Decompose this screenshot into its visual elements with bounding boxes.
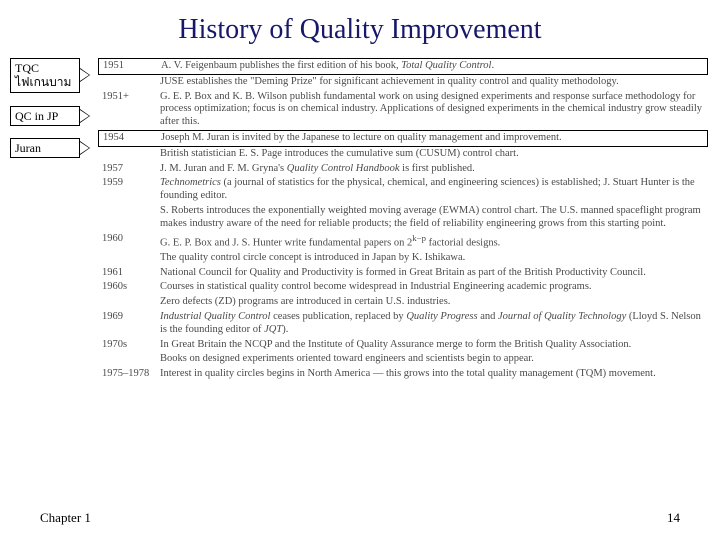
chronology-row: 1954Joseph M. Juran is invited by the Ja… [98, 130, 708, 147]
arrow-icon [80, 141, 90, 155]
chronology-desc: National Council for Quality and Product… [160, 267, 708, 280]
chronology-row: JUSE establishes the "Deming Prize" for … [98, 75, 708, 90]
chronology-year: 1961 [98, 267, 160, 278]
chronology-year: 1960s [98, 281, 160, 292]
callout-tqc-line1: TQC [15, 61, 39, 75]
chronology-desc: A. V. Feigenbaum publishes the first edi… [161, 60, 707, 73]
chronology-row: S. Roberts introduces the exponentially … [98, 204, 708, 232]
callout-juran-label: Juran [15, 141, 41, 155]
chronology-row: 1957J. M. Juran and F. M. Gryna's Qualit… [98, 162, 708, 177]
chronology-desc: In Great Britain the NCQP and the Instit… [160, 339, 708, 352]
chronology-desc: Interest in quality circles begins in No… [160, 368, 708, 381]
chronology-desc: G. E. P. Box and J. S. Hunter write fund… [160, 233, 708, 250]
chronology-year: 1954 [99, 132, 161, 143]
chronology-row: The quality control circle concept is in… [98, 251, 708, 266]
callout-qc-label: QC in JP [15, 109, 58, 123]
arrow-icon [80, 68, 90, 82]
chronology-row: 1969Industrial Quality Control ceases pu… [98, 310, 708, 338]
callout-tqc-line2: ไฟเกนบาม [15, 75, 71, 89]
chronology-year: 1960 [98, 233, 160, 244]
arrow-icon [80, 109, 90, 123]
chronology-row: Zero defects (ZD) programs are introduce… [98, 295, 708, 310]
footer-page-number: 14 [667, 510, 680, 526]
chronology-row: 1975–1978Interest in quality circles beg… [98, 367, 708, 382]
chronology-row: British statistician E. S. Page introduc… [98, 147, 708, 162]
chronology-row: 1960G. E. P. Box and J. S. Hunter write … [98, 232, 708, 251]
chronology-row: Books on designed experiments oriented t… [98, 352, 708, 367]
callout-qc-jp: QC in JP [10, 106, 80, 126]
chronology-row: 1961National Council for Quality and Pro… [98, 266, 708, 281]
chronology-desc: Books on designed experiments oriented t… [160, 353, 708, 366]
chronology-year: 1970s [98, 339, 160, 350]
chronology-year: 1959 [98, 177, 160, 188]
chronology-desc: British statistician E. S. Page introduc… [160, 148, 708, 161]
callout-tqc: TQC ไฟเกนบาม [10, 58, 80, 93]
chronology-year: 1969 [98, 311, 160, 322]
chronology-desc: JUSE establishes the "Deming Prize" for … [160, 76, 708, 89]
chronology-desc: S. Roberts introduces the exponentially … [160, 205, 708, 231]
chronology-desc: J. M. Juran and F. M. Gryna's Quality Co… [160, 163, 708, 176]
chronology-desc: G. E. P. Box and K. B. Wilson publish fu… [160, 91, 708, 129]
chronology-list: 1951A. V. Feigenbaum publishes the first… [98, 58, 708, 382]
chronology-desc: Industrial Quality Control ceases public… [160, 311, 708, 337]
footer-chapter: Chapter 1 [40, 510, 91, 526]
chronology-row: 1960sCourses in statistical quality cont… [98, 280, 708, 295]
chronology-desc: Technometrics (a journal of statistics f… [160, 177, 708, 203]
chronology-desc: Courses in statistical quality control b… [160, 281, 708, 294]
callout-juran: Juran [10, 138, 80, 158]
chronology-row: 1951A. V. Feigenbaum publishes the first… [98, 58, 708, 75]
chronology-row: 1951+G. E. P. Box and K. B. Wilson publi… [98, 90, 708, 130]
chronology-desc: The quality control circle concept is in… [160, 252, 708, 265]
slide-title: History of Quality Improvement [0, 0, 720, 54]
chronology-desc: Zero defects (ZD) programs are introduce… [160, 296, 708, 309]
chronology-desc: Joseph M. Juran is invited by the Japane… [161, 132, 707, 145]
chronology-year: 1957 [98, 163, 160, 174]
chronology-year: 1951 [99, 60, 161, 71]
chronology-row: 1959Technometrics (a journal of statisti… [98, 176, 708, 204]
chronology-row: 1970sIn Great Britain the NCQP and the I… [98, 338, 708, 353]
chronology-year: 1951+ [98, 91, 160, 102]
chronology-year: 1975–1978 [98, 368, 160, 379]
